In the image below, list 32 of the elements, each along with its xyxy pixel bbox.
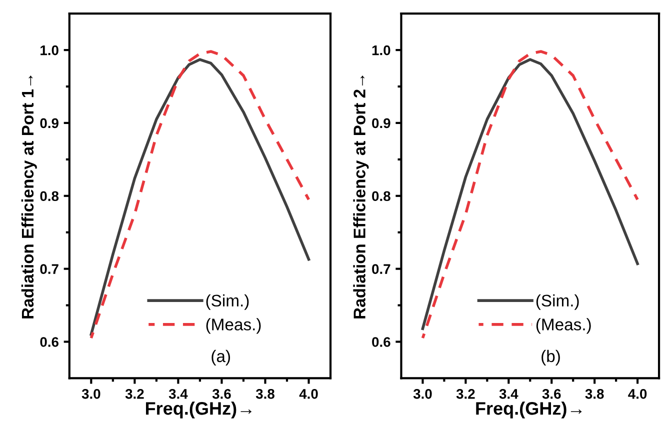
- x-tick-label: 3.0: [413, 388, 432, 399]
- y-tick-label: 0.7: [372, 264, 390, 274]
- y-axis-title: Radiation Efficiency at Port 2→: [353, 76, 369, 318]
- y-tick-label: 1.0: [40, 45, 58, 56]
- legend-label: (Sim.): [536, 294, 579, 310]
- x-tick-label: 3.2: [456, 388, 475, 399]
- y-tick-label: 0.8: [372, 191, 390, 202]
- x-tick-label: 3.8: [585, 388, 604, 399]
- annotation: (a): [212, 350, 230, 366]
- y-tick-label: 0.6: [372, 337, 390, 347]
- legend-label: (Meas.): [206, 318, 261, 334]
- x-tick-label: 3.4: [499, 388, 518, 399]
- x-tick-label: 3.0: [82, 388, 100, 399]
- x-tick-label: 3.4: [168, 388, 188, 399]
- x-axis-title: Freq.(GHz)→: [476, 402, 582, 418]
- y-tick-label: 0.6: [40, 337, 58, 347]
- y-tick-label: 0.9: [40, 118, 58, 128]
- legend-label: (Meas.): [536, 318, 591, 334]
- legend-label: (Sim.): [206, 294, 249, 310]
- x-tick-label: 3.2: [125, 388, 144, 399]
- x-axis-title: Freq.(GHz)→: [146, 402, 252, 418]
- x-tick-label: 4.0: [299, 388, 318, 399]
- annotation: (b): [542, 350, 560, 366]
- x-tick-label: 3.6: [542, 388, 561, 399]
- y-tick-label: 0.9: [372, 118, 390, 128]
- y-tick-label: 0.8: [40, 191, 59, 202]
- x-tick-label: 3.6: [212, 388, 231, 399]
- x-tick-label: 3.8: [256, 388, 274, 399]
- x-tick-label: 4.0: [628, 388, 647, 399]
- y-axis-title: Radiation Efficiency at Port 1→: [21, 76, 37, 318]
- y-tick-label: 1.0: [372, 45, 390, 56]
- y-tick-label: 0.7: [40, 264, 58, 274]
